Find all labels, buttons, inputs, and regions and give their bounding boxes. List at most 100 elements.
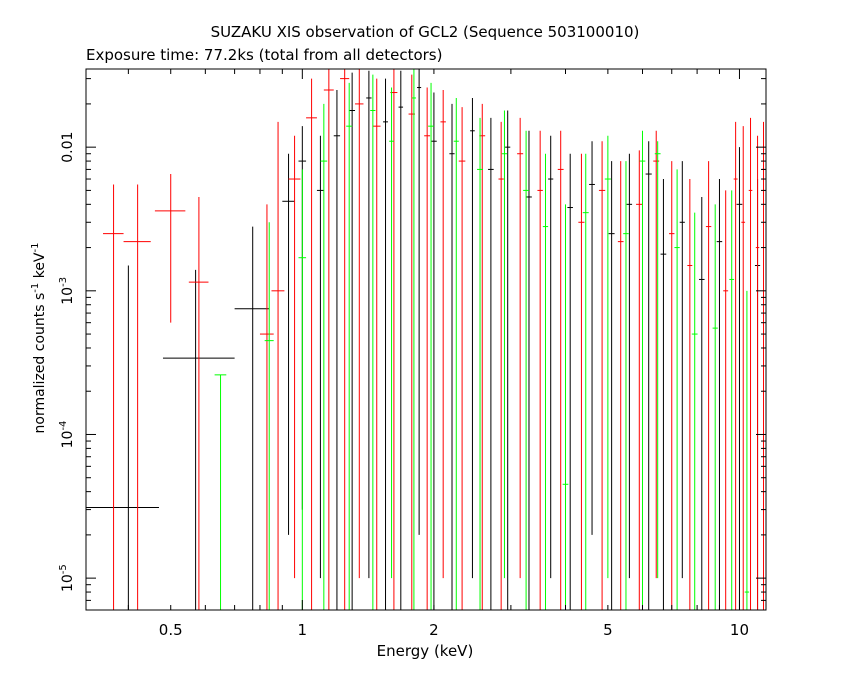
data-point	[679, 161, 685, 579]
data-point	[431, 92, 437, 610]
y-tick-base: 10	[60, 431, 76, 449]
data-point	[355, 69, 364, 579]
data-point	[264, 222, 274, 610]
data-point	[123, 184, 151, 610]
data-point	[440, 89, 446, 579]
y-tick-label: 10-5	[58, 564, 76, 592]
data-point	[333, 89, 341, 610]
data-point	[608, 161, 615, 610]
data-point	[86, 265, 159, 610]
data-point	[470, 97, 475, 579]
y-tick-exponent: -5	[58, 564, 69, 574]
data-point	[557, 130, 564, 610]
x-tick-label: 10	[730, 621, 749, 639]
plot-frame	[85, 68, 767, 611]
data-point	[234, 226, 270, 610]
y-tick-base: 0.01	[60, 132, 76, 163]
data-point	[548, 135, 554, 579]
data-point	[691, 212, 698, 610]
data-point	[346, 82, 353, 610]
data-point	[383, 78, 388, 610]
y-axis-label: normalized counts s-1 keV-1	[30, 243, 48, 434]
data-point	[188, 196, 209, 610]
data-point	[271, 121, 285, 610]
data-point	[669, 161, 675, 610]
data-point	[578, 153, 585, 610]
data-point	[505, 110, 511, 610]
data-point	[458, 107, 466, 610]
data-point	[488, 117, 494, 610]
data-point	[154, 174, 186, 323]
data-point	[501, 110, 508, 579]
data-point	[733, 121, 738, 610]
data-point	[736, 147, 743, 610]
data-point	[428, 82, 434, 610]
data-point	[320, 103, 328, 610]
series-0	[86, 69, 761, 610]
data-marks	[86, 69, 766, 610]
data-point	[636, 150, 643, 610]
x-tick-label: 2	[429, 621, 439, 639]
data-point	[623, 161, 629, 610]
y-tick-label: 10-4	[58, 421, 76, 449]
data-point	[424, 87, 431, 610]
data-point	[306, 78, 317, 610]
data-point	[748, 117, 753, 610]
data-point	[389, 87, 394, 579]
y-tick-base: 10	[60, 574, 76, 592]
x-tick-label: 1	[298, 621, 308, 639]
data-point	[477, 117, 483, 610]
data-point	[366, 70, 372, 579]
y-tick-exponent: -3	[58, 277, 69, 287]
data-point	[598, 141, 606, 610]
data-point	[712, 204, 718, 610]
data-point	[523, 130, 529, 610]
data-point	[316, 135, 324, 579]
series-2	[214, 69, 750, 610]
data-point	[723, 190, 729, 610]
data-point	[755, 135, 760, 610]
data-point	[517, 117, 524, 579]
data-point	[398, 70, 404, 610]
y-tick-exponent: -4	[58, 421, 69, 431]
data-point	[411, 69, 417, 610]
x-tick-label: 5	[603, 621, 613, 639]
data-point	[589, 141, 595, 535]
tick-marks	[86, 69, 766, 611]
data-point	[526, 130, 532, 610]
series-1	[103, 69, 766, 610]
y-tick-label: 0.01	[60, 132, 76, 163]
data-point	[259, 204, 274, 610]
data-point	[660, 179, 667, 610]
data-point	[698, 196, 705, 610]
data-point	[562, 204, 569, 610]
data-point	[744, 290, 750, 610]
data-point	[639, 130, 646, 610]
data-point	[716, 179, 723, 610]
data-point	[282, 153, 295, 535]
data-point	[645, 141, 652, 610]
data-point	[288, 135, 301, 579]
x-axis-label: Energy (keV)	[377, 642, 474, 660]
data-point	[705, 161, 712, 610]
data-point	[654, 141, 661, 579]
data-point	[417, 69, 422, 535]
data-point	[323, 69, 334, 610]
y-tick-base: 10	[60, 287, 76, 305]
data-point	[582, 153, 589, 610]
chart-title: SUZAKU XIS observation of GCL2 (Sequence…	[211, 23, 640, 41]
data-point	[604, 135, 611, 579]
data-point	[617, 161, 624, 610]
data-point	[687, 179, 693, 610]
data-point	[537, 130, 543, 610]
data-point	[372, 78, 381, 610]
data-point	[103, 184, 124, 610]
data-point	[340, 69, 350, 610]
data-point	[674, 169, 680, 610]
chart-subtitle: Exposure time: 77.2ks (total from all de…	[86, 46, 442, 64]
data-point	[449, 103, 455, 610]
data-point	[567, 153, 573, 610]
